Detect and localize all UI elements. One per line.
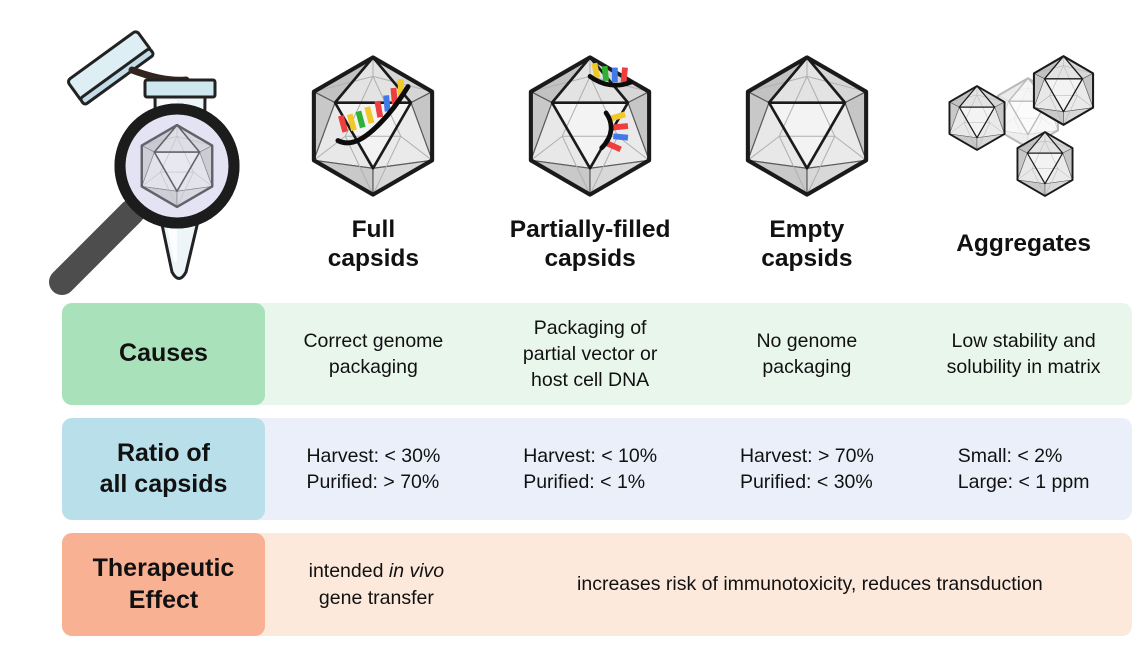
- therapeutic-cell-span: increases risk of immunotoxicity, reduce…: [577, 573, 1043, 596]
- causes-cell-partial: Packaging of partial vector or host cell…: [522, 316, 658, 392]
- ratio-row-header: Ratio of all capsids: [62, 418, 265, 520]
- in-vivo-italic: in vivo: [388, 560, 445, 583]
- ratio-cell-partial: Harvest: < 10% Purified: < 1%: [523, 444, 658, 493]
- causes-row-header: Causes: [62, 303, 265, 405]
- ratio-cell-full: Harvest: < 30% Purified: > 70%: [306, 444, 441, 493]
- column-title-partially-filled-capsids: Partially-filled capsids: [509, 215, 671, 272]
- ratio-row-cells: Harvest: < 30% Purified: > 70% Harvest: …: [265, 418, 1132, 520]
- causes-cell-full: Correct genome packaging: [303, 329, 444, 378]
- column-title-aggregates: Aggregates: [956, 230, 1092, 258]
- causes-row-cells: Correct genome packaging Packaging of pa…: [265, 303, 1132, 405]
- aggregates-icon: [915, 50, 1132, 202]
- therapeutic-cell-full: intended in vivo gene transfer: [308, 560, 445, 609]
- microcentrifuge-tube-with-magnifier-icon: [14, 4, 286, 300]
- ratio-row: Ratio of all capsids Harvest: < 30% Puri…: [62, 418, 1132, 520]
- partially-filled-capsid-icon: [482, 50, 699, 202]
- column-title-empty-capsids: Empty capsids: [761, 215, 853, 272]
- capsid-icons-row: [265, 50, 1132, 202]
- ratio-cell-aggregates: Small: < 2% Large: < 1 ppm: [957, 444, 1090, 493]
- column-title-full-capsids: Full capsids: [327, 215, 419, 272]
- causes-cell-aggregates: Low stability and solubility in matrix: [946, 329, 1101, 378]
- causes-cell-empty: No genome packaging: [756, 329, 858, 378]
- therapeutic-row-header: Therapeutic Effect: [62, 533, 265, 636]
- therapeutic-effect-row: Therapeutic Effect intended in vivo gene…: [62, 533, 1132, 636]
- therapeutic-row-cells: intended in vivo gene transfer increases…: [265, 533, 1132, 636]
- column-titles-row: Full capsids Partially-filled capsids Em…: [265, 204, 1132, 284]
- full-capsid-icon: [265, 50, 482, 202]
- ratio-cell-empty: Harvest: > 70% Purified: < 30%: [739, 444, 874, 493]
- empty-capsid-icon: [699, 50, 916, 202]
- causes-row: Causes Correct genome packaging Packagin…: [62, 303, 1132, 405]
